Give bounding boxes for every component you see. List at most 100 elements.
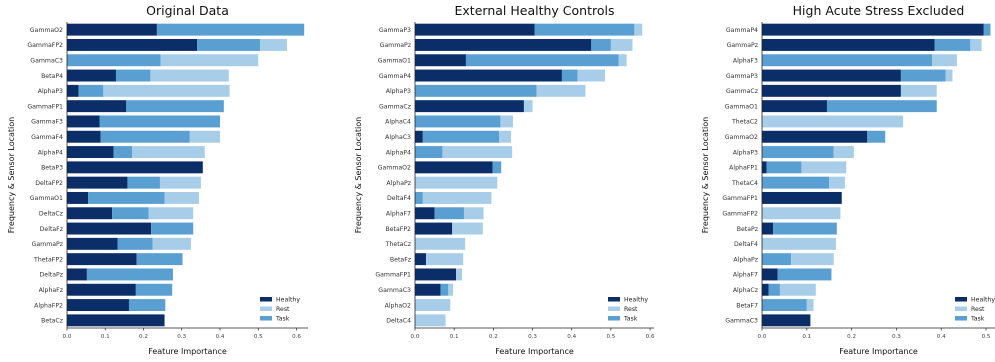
bar-healthy-BetaPz (762, 222, 774, 235)
bar-healthy-AlphaFz (67, 283, 136, 296)
category-label: GammaO2 (725, 134, 758, 141)
bar-rest-GammaC3 (448, 283, 454, 296)
x-axis-label: Feature Importance (148, 347, 227, 356)
bar-healthy-GammaO1 (67, 191, 89, 204)
category-label: GammaP4 (726, 27, 758, 34)
bar-rest-GammaF4 (189, 130, 221, 143)
bar-rest-GammaFP2 (762, 207, 841, 220)
bar-task-ThetaC4 (762, 176, 830, 189)
x-tick-label: 0.2 (489, 334, 498, 340)
x-tick-label: 0.4 (567, 334, 576, 340)
bar-task-GammaO2 (156, 23, 305, 36)
y-axis-label: Frequency & Sensor Location (354, 117, 363, 233)
bar-healthy-BetaCz (67, 314, 165, 327)
bar-rest-ThetaCz (415, 237, 466, 250)
bar-task-GammaFP2 (197, 38, 261, 51)
bar-rest-AlphaPz (791, 253, 834, 266)
bar-rest-GammaPz (970, 38, 982, 51)
bar-task-AlphaP3 (78, 84, 104, 97)
category-label: BetaP3 (41, 165, 63, 172)
legend-label: Task (623, 316, 638, 323)
bar-healthy-AlphaF7 (415, 207, 435, 220)
bar-healthy-GammaP3 (415, 23, 535, 36)
bar-rest-AlphaP3 (833, 146, 854, 159)
bar-healthy-BetaP3 (67, 161, 203, 174)
legend: Healthy Rest Task (608, 297, 648, 323)
bar-task-ThetaFP2 (136, 253, 183, 266)
x-tick-label: 0.3 (892, 334, 901, 340)
x-tick-label: 0.1 (802, 334, 811, 340)
bar-rest-DeltaF4 (422, 191, 492, 204)
bar-task-GammaP4 (561, 69, 578, 82)
legend-label: Rest (276, 306, 290, 313)
category-label: ThetaFP2 (33, 256, 63, 263)
bar-rest-GammaC3 (160, 54, 259, 67)
legend-label: Healthy (624, 297, 648, 304)
category-label: GammaO2 (378, 165, 411, 172)
bar-rest-DeltaCz (148, 207, 194, 220)
bar-healthy-BetaFz (415, 253, 426, 266)
bar-rest-ThetaC4 (829, 176, 845, 189)
category-label: AlphaO2 (385, 302, 411, 309)
bar-rest-GammaFP1 (456, 268, 463, 281)
chart-title: High Acute Stress Excluded (793, 3, 965, 18)
bar-rest-GammaCz (900, 84, 937, 97)
bar-healthy-DeltaCz (67, 207, 113, 220)
bar-rest-DeltaF4 (762, 237, 836, 250)
bar-healthy-GammaP3 (762, 69, 901, 82)
category-label: GammaPz (727, 42, 758, 49)
bar-task-BetaF7 (762, 299, 807, 312)
category-label: GammaO1 (378, 57, 411, 64)
category-label: DeltaFP2 (35, 180, 63, 187)
bar-healthy-GammaCz (762, 84, 901, 97)
chart-title: Original Data (146, 3, 229, 18)
bar-healthy-GammaPz (762, 38, 935, 51)
category-label: GammaC3 (378, 287, 411, 294)
bar-task-DeltaPz (86, 268, 173, 281)
bar-task-GammaC3 (67, 54, 161, 67)
bar-healthy-GammaO1 (415, 54, 466, 67)
bar-rest-AlphaCz (779, 283, 816, 296)
bar-rest-AlphaF7 (463, 207, 484, 220)
category-label: AlphaP3 (386, 88, 411, 95)
bar-task-GammaF4 (100, 130, 190, 143)
bar-rest-BetaFP2 (452, 222, 483, 235)
bar-healthy-DeltaFz (67, 222, 152, 235)
bar-task-GammaO2 (492, 161, 502, 174)
bar-task-AlphaF7 (434, 207, 464, 220)
x-tick-label: 0.6 (292, 334, 301, 340)
bar-healthy-AlphaFP1 (762, 161, 767, 174)
x-tick-label: 0.5 (982, 334, 991, 340)
x-tick-label: 0.5 (254, 334, 263, 340)
category-label: AlphaF7 (386, 210, 411, 217)
category-label: GammaPz (32, 241, 63, 248)
category-label: GammaFP2 (722, 210, 758, 217)
category-label: GammaP4 (379, 73, 411, 80)
x-tick-label: 0.3 (177, 334, 186, 340)
legend: Healthy Rest Task (955, 297, 995, 323)
legend-swatch-healthy (955, 297, 967, 302)
category-label: GammaF4 (31, 134, 63, 141)
category-label: GammaFP1 (722, 195, 758, 202)
bar-healthy-AlphaF7 (762, 268, 778, 281)
bar-healthy-GammaC3 (415, 283, 441, 296)
category-label: ThetaC2 (731, 119, 758, 126)
bar-rest-GammaPz (610, 38, 633, 51)
bar-healthy-BetaFP2 (415, 222, 453, 235)
y-axis-label: Frequency & Sensor Location (701, 117, 710, 233)
bar-healthy-GammaPz (415, 38, 592, 51)
bar-rest-ThetaC2 (762, 115, 904, 128)
bar-rest-GammaO1 (618, 54, 627, 67)
bar-rest-GammaFP2 (260, 38, 287, 51)
category-label: ThetaC4 (731, 180, 758, 187)
bar-task-GammaP3 (534, 23, 635, 36)
category-label: AlphaP4 (38, 149, 63, 156)
bar-rest-DeltaFP2 (159, 176, 201, 189)
bar-healthy-ThetaFP2 (67, 253, 137, 266)
category-label: AlphaFP2 (34, 302, 63, 309)
bar-healthy-GammaFP1 (762, 191, 842, 204)
bar-task-AlphaP3 (415, 84, 537, 97)
bar-rest-AlphaP3 (103, 84, 230, 97)
category-label: BetaFP2 (386, 226, 412, 233)
